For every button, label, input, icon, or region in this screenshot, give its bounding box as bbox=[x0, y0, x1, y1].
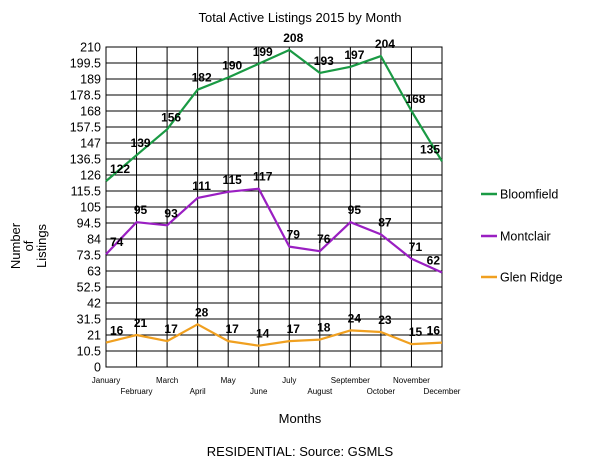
data-label: 193 bbox=[314, 54, 334, 68]
y-tick-label: 21 bbox=[87, 329, 101, 343]
y-tick-label: 84 bbox=[87, 233, 101, 247]
legend: Bloomfield Montclair Glen Ridge bbox=[481, 188, 563, 285]
data-label: 197 bbox=[344, 48, 364, 62]
data-label: 117 bbox=[253, 170, 273, 184]
plot-frame bbox=[105, 46, 443, 368]
legend-label: Glen Ridge bbox=[500, 271, 563, 285]
y-axis-title-line: Number bbox=[8, 222, 23, 269]
series-line bbox=[105, 323, 443, 347]
y-tick-label: 73.5 bbox=[77, 249, 101, 263]
y-tick-label: 189 bbox=[80, 73, 101, 87]
data-label: 17 bbox=[164, 322, 178, 336]
y-tick-label: 63 bbox=[87, 265, 101, 279]
data-label: 16 bbox=[110, 324, 124, 338]
data-label: 93 bbox=[164, 206, 178, 220]
data-label: 115 bbox=[223, 173, 243, 187]
legend-label: Montclair bbox=[500, 230, 551, 244]
data-label: 24 bbox=[348, 311, 362, 325]
data-label: 95 bbox=[348, 203, 362, 217]
x-tick-label: February bbox=[121, 387, 153, 396]
series-line bbox=[105, 187, 443, 274]
x-tick-label: October bbox=[367, 387, 396, 396]
y-tick-label: 94.5 bbox=[77, 217, 101, 231]
x-tick-label: April bbox=[190, 387, 206, 396]
x-tick-label: August bbox=[307, 387, 333, 396]
y-axis-title-line: of bbox=[21, 240, 36, 251]
y-tick-label: 147 bbox=[80, 137, 101, 151]
grid-lines bbox=[105, 46, 443, 368]
data-label: 28 bbox=[195, 305, 209, 319]
data-label: 18 bbox=[317, 321, 331, 335]
x-tick-label: December bbox=[424, 387, 461, 396]
data-label: 168 bbox=[405, 92, 425, 106]
legend-label: Bloomfield bbox=[500, 188, 558, 202]
source-note: RESIDENTIAL: Source: GSMLS bbox=[207, 444, 394, 459]
x-tick-label: March bbox=[156, 376, 178, 385]
data-label: 74 bbox=[110, 235, 124, 249]
y-tick-labels: 0 10.5 21 31.5 42 52.5 63 73.5 84 94.5 105 115.5 126… bbox=[70, 41, 101, 375]
y-tick-label: 52.5 bbox=[77, 281, 101, 295]
y-axis-title-line: Listings bbox=[34, 223, 49, 268]
y-tick-label: 157.5 bbox=[70, 121, 101, 135]
y-tick-label: 42 bbox=[87, 297, 101, 311]
data-label: 204 bbox=[375, 37, 395, 51]
data-label: 156 bbox=[161, 110, 181, 124]
y-tick-label: 178.5 bbox=[70, 89, 101, 103]
x-tick-label: November bbox=[393, 376, 430, 385]
x-axis-title: Months bbox=[279, 411, 322, 426]
x-tick-label: September bbox=[331, 376, 370, 385]
y-tick-label: 105 bbox=[80, 201, 101, 215]
data-label: 16 bbox=[427, 324, 441, 338]
y-tick-label: 136.5 bbox=[70, 153, 101, 167]
data-label: 95 bbox=[134, 203, 148, 217]
x-tick-label: May bbox=[221, 376, 236, 385]
data-label: 199 bbox=[253, 45, 273, 59]
data-label: 62 bbox=[427, 254, 441, 268]
data-label: 139 bbox=[131, 136, 151, 150]
y-tick-label: 126 bbox=[80, 169, 101, 183]
y-tick-label: 10.5 bbox=[77, 345, 101, 359]
y-tick-label: 0 bbox=[94, 361, 101, 375]
data-label: 23 bbox=[378, 313, 392, 327]
data-label: 79 bbox=[287, 228, 301, 242]
y-tick-label: 199.5 bbox=[70, 57, 101, 71]
data-label: 17 bbox=[226, 322, 240, 336]
y-tick-label: 31.5 bbox=[77, 313, 101, 327]
data-label: 208 bbox=[283, 31, 303, 45]
series-lines bbox=[105, 48, 443, 347]
x-tick-label: June bbox=[250, 387, 268, 396]
data-label: 21 bbox=[134, 316, 148, 330]
data-label: 15 bbox=[409, 325, 423, 339]
data-label: 87 bbox=[378, 215, 392, 229]
data-label: 76 bbox=[317, 232, 331, 246]
data-label: 71 bbox=[409, 240, 423, 254]
y-tick-label: 168 bbox=[80, 105, 101, 119]
chart-title: Total Active Listings 2015 by Month bbox=[198, 10, 401, 25]
x-tick-label: January bbox=[92, 376, 120, 385]
data-label: 122 bbox=[110, 162, 130, 176]
data-label: 17 bbox=[287, 322, 301, 336]
y-tick-label: 115.5 bbox=[71, 185, 101, 199]
data-label: 190 bbox=[222, 58, 242, 72]
y-tick-label: 210 bbox=[80, 41, 101, 55]
data-label: 111 bbox=[192, 179, 211, 193]
data-label: 182 bbox=[192, 71, 212, 85]
data-label: 14 bbox=[256, 327, 270, 341]
x-tick-label: July bbox=[282, 376, 296, 385]
data-label: 135 bbox=[420, 142, 440, 156]
series-line bbox=[105, 48, 443, 182]
